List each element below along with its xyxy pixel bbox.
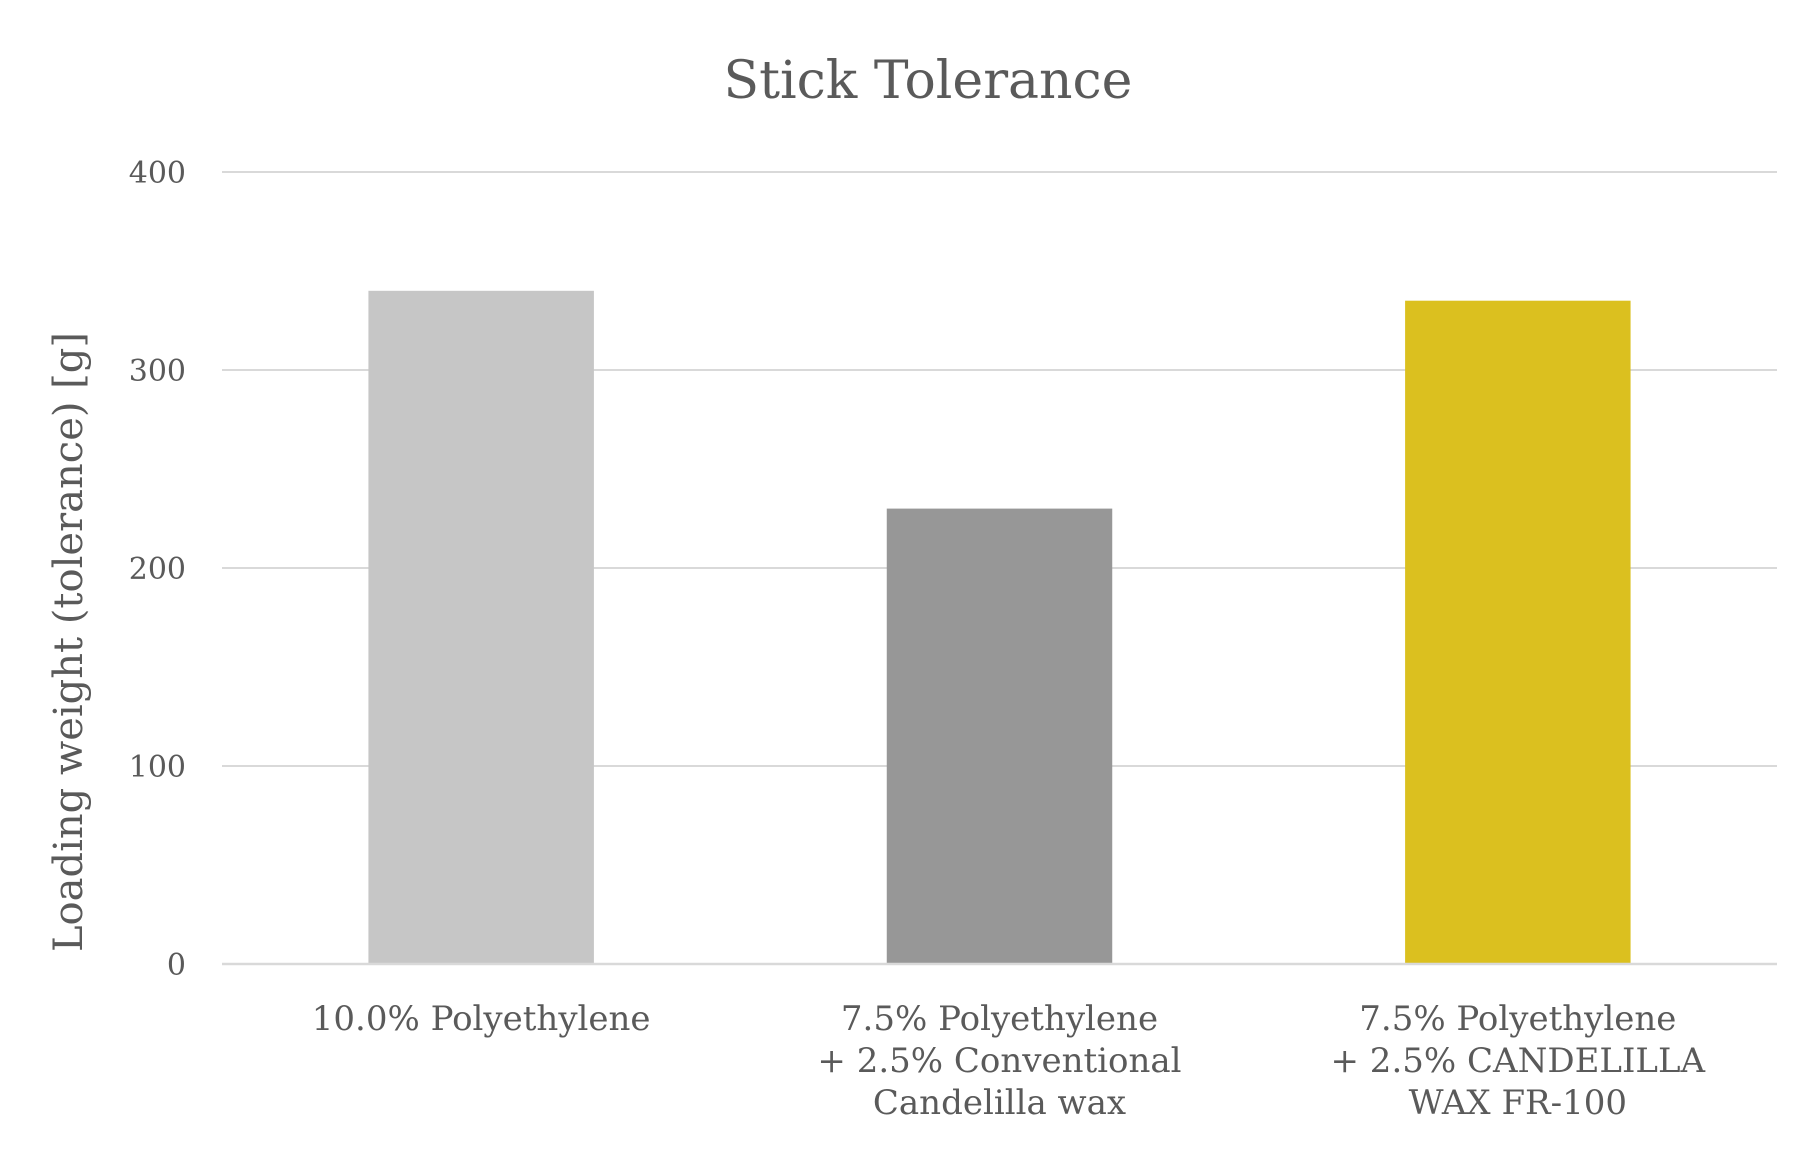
y-tick-label: 300 [129,354,186,389]
x-tick-label-line: 7.5% Polyethylene [1359,999,1676,1039]
x-axis-ticks: 10.0% Polyethylene 7.5% Polyethylene + 2.5… [312,999,1706,1123]
y-axis-label: Loading weight (tolerance) [g] [46,332,92,952]
chart-title: Stick Tolerance [724,51,1133,111]
x-tick-label: 10.0% Polyethylene [312,999,651,1039]
y-tick-label: 400 [129,156,186,191]
x-tick-label: 7.5% Polyethylene + 2.5% Conventional Cand… [817,999,1181,1123]
x-tick-label-line: + 2.5% Conventional [817,1041,1181,1081]
y-tick-label: 100 [129,750,186,785]
y-axis-ticks: 0 100 200 300 400 [129,156,186,983]
bar [368,290,594,964]
x-tick-label-line: 7.5% Polyethylene [841,999,1158,1039]
bar [886,508,1113,964]
bar [1405,300,1631,964]
y-tick-label: 200 [129,552,186,587]
bars [368,290,1631,964]
x-tick-label: 7.5% Polyethylene + 2.5% CANDELILLA WAX FR… [1331,999,1706,1123]
x-tick-label-line: Candelilla wax [873,1083,1126,1123]
x-tick-label-line: WAX FR-100 [1409,1083,1627,1123]
x-tick-label-line: 10.0% Polyethylene [312,999,651,1039]
y-tick-label: 0 [167,948,186,983]
x-tick-label-line: + 2.5% CANDELILLA [1331,1041,1706,1081]
